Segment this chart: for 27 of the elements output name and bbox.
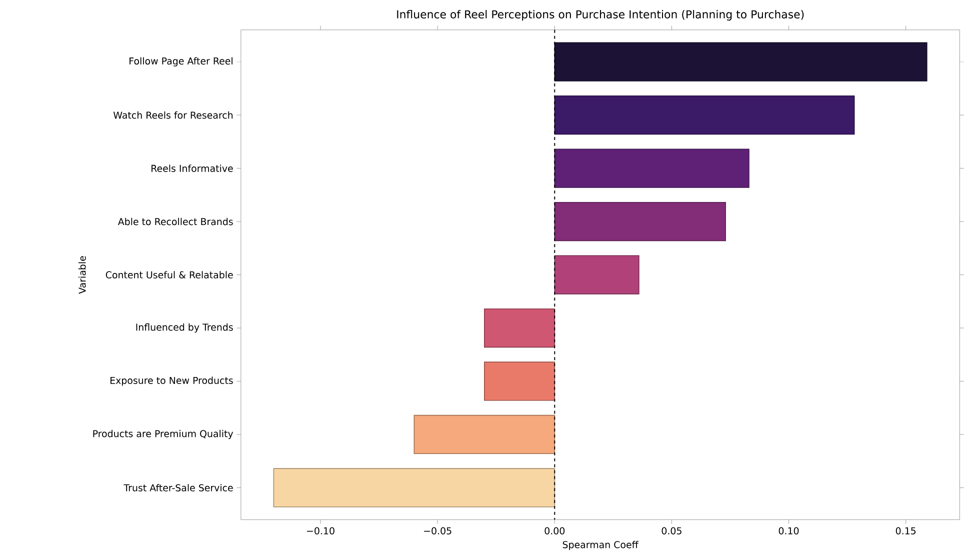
x-tick-label: 0.10 — [778, 527, 799, 534]
y-tick-label: Able to Recollect Brands — [118, 218, 233, 225]
x-axis-title: Spearman Coeff — [562, 540, 639, 550]
chart-title: Influence of Reel Perceptions on Purchase Intention (Planning to Purchase) — [397, 10, 804, 20]
y-tick-label: Content Useful & Relatable — [106, 270, 233, 278]
y-axis-title: Variable — [78, 256, 86, 294]
bar — [414, 414, 556, 454]
y-tick-label: Trust After-Sale Service — [124, 484, 233, 492]
y-tick-label: Products are Premium Quality — [93, 430, 234, 439]
x-tick-label: 0.00 — [544, 527, 565, 534]
bar — [484, 308, 556, 348]
y-tick-label: Watch Reels for Research — [113, 111, 233, 118]
y-tick-label: Exposure to New Products — [110, 376, 233, 386]
bar — [484, 361, 556, 401]
y-tick-label: Influenced by Trends — [136, 323, 233, 332]
x-tick-label: 0.05 — [662, 527, 682, 534]
y-tick-label: Follow Page After Reel — [130, 57, 232, 66]
bar — [554, 148, 750, 188]
bar — [554, 42, 928, 82]
bar — [273, 468, 556, 508]
x-tick-label: −0.05 — [424, 527, 452, 534]
x-tick-label: −0.10 — [307, 527, 334, 534]
bar — [554, 254, 640, 294]
bar — [554, 202, 726, 241]
y-tick-label: Reels Informative — [152, 164, 233, 172]
x-tick-label: 0.15 — [896, 527, 916, 534]
bar — [554, 95, 855, 134]
